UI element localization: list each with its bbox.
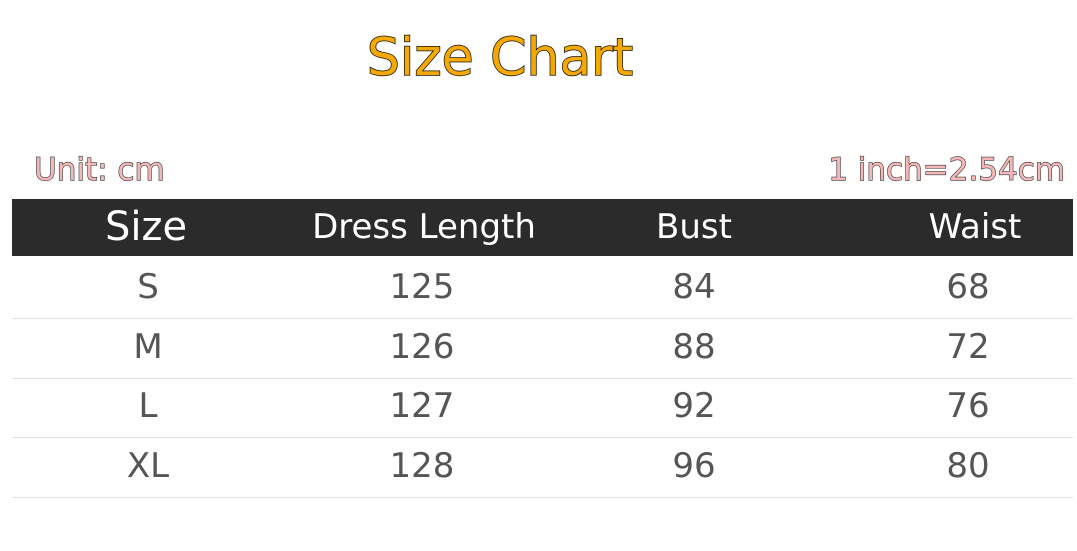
header-waist: Waist [928, 207, 1022, 247]
table-cell-dress-length: 125 [389, 267, 455, 307]
table-cell-size: S [137, 267, 159, 307]
table-cell-waist: 80 [946, 445, 990, 486]
header-bust: Bust [656, 207, 732, 247]
table-cell-bust: 84 [672, 267, 716, 307]
table-cell-bust: 88 [672, 326, 716, 367]
conversion-label: 1 inch=2.54cm [828, 151, 1066, 188]
table-cell-waist: 68 [946, 267, 990, 307]
table-cell-dress-length: 127 [389, 386, 455, 426]
table-cell-dress-length: 128 [389, 445, 455, 486]
table-cell-waist: 72 [946, 326, 990, 367]
table-cell-bust: 92 [672, 386, 716, 426]
table-row: L 127 92 76 [12, 377, 1073, 438]
table-cell-size: XL [126, 445, 170, 486]
unit-label: Unit: cm [33, 151, 165, 188]
chart-title: Size Chart [366, 27, 634, 89]
table-cell-size: M [133, 326, 163, 367]
header-size: Size [104, 204, 188, 250]
table-cell-waist: 76 [946, 386, 990, 426]
table-row: M 126 88 72 [12, 318, 1073, 379]
table-row: XL 128 96 80 [12, 437, 1073, 498]
table-row: S 125 84 68 [12, 258, 1073, 319]
header-dress-length: Dress Length [312, 207, 536, 247]
table-header: Size Dress Length Bust Waist [12, 199, 1073, 256]
table-cell-dress-length: 126 [389, 326, 455, 367]
table-cell-size: L [138, 386, 158, 426]
table-cell-bust: 96 [672, 445, 716, 486]
